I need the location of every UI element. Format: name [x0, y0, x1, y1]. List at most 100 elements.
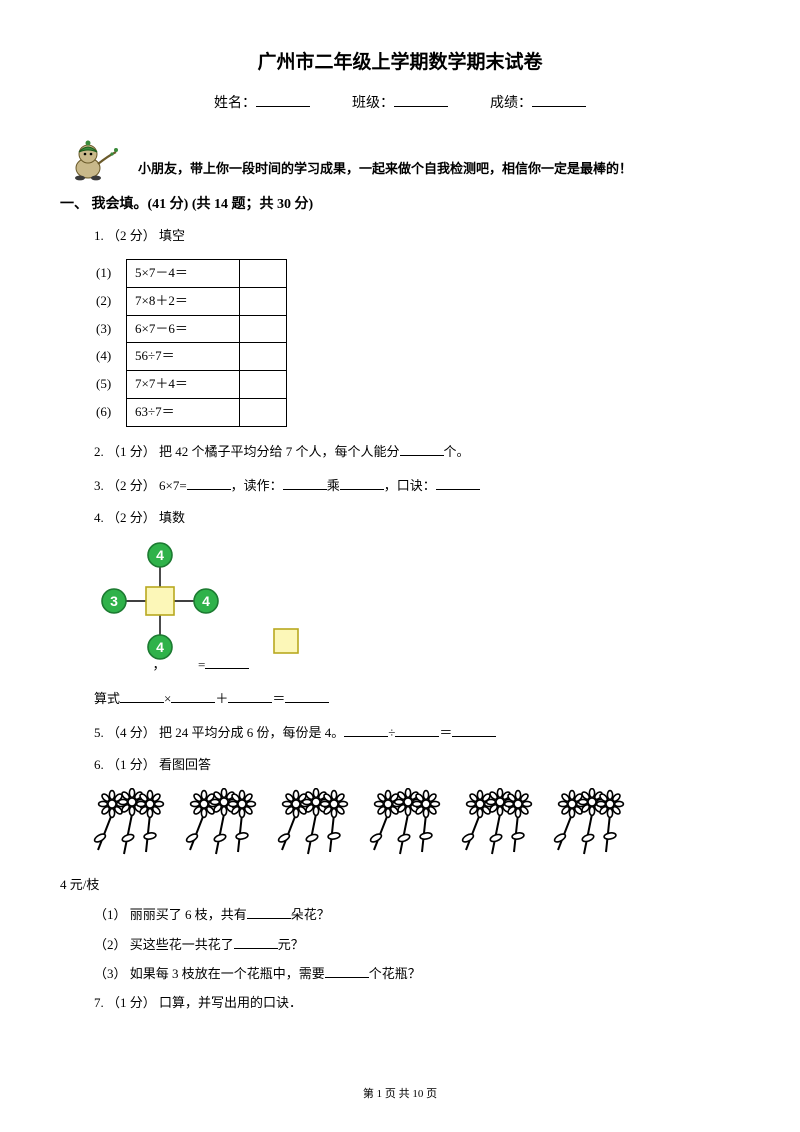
q6-s1: （1） 丽丽买了 6 枝，共有 朵花？ — [94, 904, 740, 926]
class-blank[interactable] — [394, 92, 448, 107]
q4-blank-eq[interactable] — [205, 654, 249, 669]
row-expr: 7×7＋4＝ — [127, 371, 240, 399]
table-row: (2)7×8＋2＝ — [88, 287, 287, 315]
svg-text:4: 4 — [202, 593, 210, 609]
row-label: (2) — [88, 287, 127, 315]
q6-s3: （3） 如果每 3 枝放在一个花瓶中，需要 个花瓶？ — [94, 963, 740, 985]
q6-s1-pre: （1） 丽丽买了 6 枝，共有 — [94, 907, 247, 922]
table-row: (1)5×7－4＝ — [88, 259, 287, 287]
q6-s3-post: 个花瓶？ — [369, 966, 421, 981]
q5-div: ÷ — [388, 725, 395, 740]
q1-stem: 1. （2 分） 填空 — [94, 226, 740, 247]
row-answer[interactable] — [240, 287, 287, 315]
q4-b4[interactable] — [285, 688, 329, 703]
flowers-row — [88, 788, 740, 871]
row-expr: 6×7－6＝ — [127, 315, 240, 343]
q3-m2: 乘 — [327, 478, 340, 493]
svg-text:4: 4 — [156, 547, 164, 563]
table-row: (4)56÷7＝ — [88, 343, 287, 371]
row-answer[interactable] — [240, 371, 287, 399]
row-expr: 63÷7＝ — [127, 398, 240, 426]
q3-m3: ，口诀： — [384, 478, 436, 493]
q2-post: 个。 — [444, 444, 470, 459]
row-label: (4) — [88, 343, 127, 371]
svg-text:3: 3 — [110, 593, 118, 609]
q5-b1[interactable] — [344, 722, 388, 737]
row-answer[interactable] — [240, 259, 287, 287]
row-label: (5) — [88, 371, 127, 399]
q2: 2. （1 分） 把 42 个橘子平均分给 7 个人，每个人能分 个。 — [94, 441, 740, 463]
q3-blank1[interactable] — [187, 475, 231, 490]
name-label: 姓名： — [214, 96, 256, 111]
q6-stem: 6. （1 分） 看图回答 — [94, 755, 740, 776]
q6-s1-post: 朵花？ — [291, 907, 330, 922]
q4-b3[interactable] — [228, 688, 272, 703]
table-row: (3)6×7－6＝ — [88, 315, 287, 343]
q4-eqtext: = — [198, 657, 205, 672]
flower-icon — [548, 788, 626, 871]
q4-eqline1: ， = — [94, 654, 740, 676]
flower-icon — [88, 788, 166, 871]
score-blank[interactable] — [532, 92, 586, 107]
q3-blank4[interactable] — [436, 475, 480, 490]
flower-icon — [456, 788, 534, 871]
row-answer[interactable] — [240, 315, 287, 343]
q4-eq2: ＝ — [272, 691, 285, 706]
flower-icon — [364, 788, 442, 871]
page-footer: 第 1 页 共 10 页 — [0, 1086, 800, 1104]
name-blank[interactable] — [256, 92, 310, 107]
intro-row: 小朋友，带上你一段时间的学习成果，一起来做个自我检测吧，相信你一定是最棒的！ — [60, 134, 740, 182]
q3-pre: 3. （2 分） 6×7= — [94, 478, 187, 493]
q6-s3-blank[interactable] — [325, 963, 369, 978]
row-expr: 56÷7＝ — [127, 343, 240, 371]
svg-text:4: 4 — [156, 639, 164, 655]
q6-s1-blank[interactable] — [247, 904, 291, 919]
q4-comma: ， — [153, 657, 166, 672]
q5-pre: 5. （4 分） 把 24 平均分成 6 份，每份是 4。 — [94, 725, 344, 740]
header-line: 姓名： 班级： 成绩： — [60, 92, 740, 115]
row-expr: 7×8＋2＝ — [127, 287, 240, 315]
q6-s2-post: 元？ — [278, 937, 304, 952]
table-row: (5)7×7＋4＝ — [88, 371, 287, 399]
q3-blank2[interactable] — [283, 475, 327, 490]
q2-blank[interactable] — [400, 441, 444, 456]
row-label: (6) — [88, 398, 127, 426]
q4-eqline2: 算式 × ＋ ＝ — [94, 688, 740, 710]
table-row: (6)63÷7＝ — [88, 398, 287, 426]
q2-pre: 2. （1 分） 把 42 个橘子平均分给 7 个人，每个人能分 — [94, 444, 400, 459]
q4-b1[interactable] — [120, 688, 164, 703]
row-label: (1) — [88, 259, 127, 287]
q1-table: (1)5×7－4＝(2)7×8＋2＝(3)6×7－6＝(4)56÷7＝(5)7×… — [88, 259, 287, 427]
q3-blank3[interactable] — [340, 475, 384, 490]
intro-text: 小朋友，带上你一段时间的学习成果，一起来做个自我检测吧，相信你一定是最棒的！ — [138, 159, 632, 182]
q5-b3[interactable] — [452, 722, 496, 737]
q6-s2-pre: （2） 买这些花一共花了 — [94, 937, 234, 952]
q3: 3. （2 分） 6×7= ，读作： 乘 ，口诀： — [94, 475, 740, 497]
q4-plus: ＋ — [215, 691, 228, 706]
q3-m1: ，读作： — [231, 478, 283, 493]
q4-stem: 4. （2 分） 填数 — [94, 508, 740, 529]
q5-b2[interactable] — [395, 722, 439, 737]
score-label: 成绩： — [490, 96, 532, 111]
q5-eq: ＝ — [439, 725, 452, 740]
q6-s2-blank[interactable] — [234, 934, 278, 949]
q6-s2: （2） 买这些花一共花了 元？ — [94, 934, 740, 956]
row-label: (3) — [88, 315, 127, 343]
row-answer[interactable] — [240, 398, 287, 426]
q4-times: × — [164, 691, 171, 706]
q7-stem: 7. （1 分） 口算，并写出用的口诀． — [94, 993, 740, 1014]
row-answer[interactable] — [240, 343, 287, 371]
q4-b2[interactable] — [171, 688, 215, 703]
q5: 5. （4 分） 把 24 平均分成 6 份，每份是 4。 ÷ ＝ — [94, 722, 740, 744]
flower-icon — [272, 788, 350, 871]
mascot-icon — [66, 134, 122, 182]
q6-s3-pre: （3） 如果每 3 枝放在一个花瓶中，需要 — [94, 966, 325, 981]
class-label: 班级： — [352, 96, 394, 111]
q4-l2pre: 算式 — [94, 691, 120, 706]
page-title: 广州市二年级上学期数学期末试卷 — [60, 48, 740, 78]
flower-icon — [180, 788, 258, 871]
section-heading: 一、 我会填。(41 分) (共 14 题；共 30 分) — [60, 194, 740, 216]
row-expr: 5×7－4＝ — [127, 259, 240, 287]
q4-diagram: 4 4 3 4 — [100, 541, 740, 668]
q6-price: 4 元/枝 — [60, 875, 740, 896]
